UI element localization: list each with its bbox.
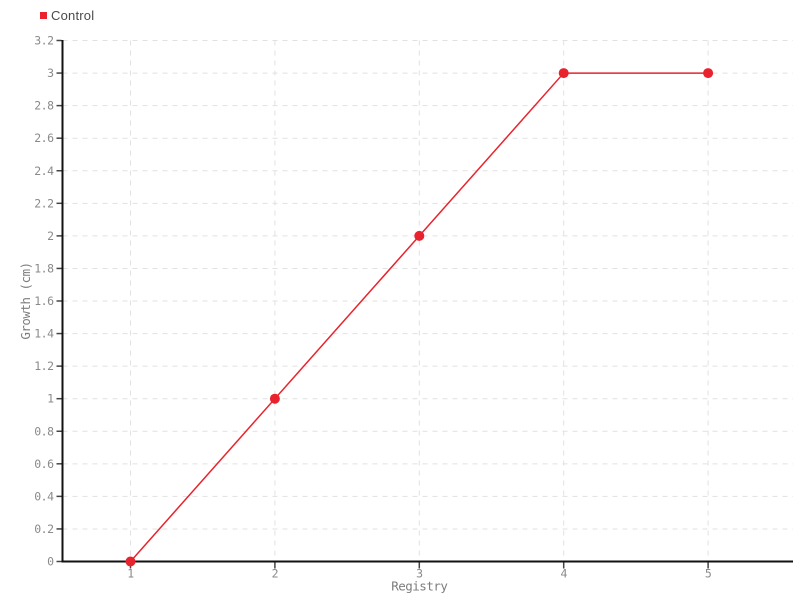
legend-label-control: Control <box>51 8 95 23</box>
y-axis-title: Growth (cm) <box>18 262 33 339</box>
y-tick-label: 0.6 <box>34 457 54 471</box>
y-tick-label: 2.8 <box>34 99 54 113</box>
y-tick-label: 2.4 <box>34 164 54 178</box>
y-tick-label: 2.6 <box>34 131 54 145</box>
y-tick-label: 2.2 <box>34 196 53 210</box>
y-tick-label: 2 <box>47 229 53 243</box>
legend[interactable]: Control <box>40 8 94 23</box>
data-point[interactable] <box>269 393 280 404</box>
x-axis-title: Registry <box>391 579 448 594</box>
y-tick-label: 3 <box>47 66 54 80</box>
y-tick-label: 3.2 <box>34 34 53 48</box>
y-tick-label: 1.8 <box>34 261 54 275</box>
x-tick-label: 2 <box>272 567 278 581</box>
y-tick-label: 1 <box>47 392 54 406</box>
series-line-control <box>129 72 709 562</box>
x-tick-label: 1 <box>127 567 134 581</box>
y-tick-label: 1.4 <box>34 327 54 341</box>
y-tick-label: 0.4 <box>34 489 54 503</box>
data-point[interactable] <box>558 68 569 79</box>
x-tick-label: 3 <box>416 567 423 581</box>
y-tick-label: 1.2 <box>34 359 53 373</box>
legend-swatch-control <box>40 12 47 19</box>
x-tick-label: 5 <box>705 567 711 581</box>
y-tick-label: 1.6 <box>34 294 54 308</box>
y-tick-label: 0 <box>47 555 54 569</box>
y-tick-label: 0.2 <box>34 522 53 536</box>
data-point[interactable] <box>414 230 425 241</box>
data-point[interactable] <box>125 556 136 567</box>
y-tick-label: 0.8 <box>34 424 54 438</box>
x-tick-label: 4 <box>560 567 567 581</box>
data-point[interactable] <box>703 68 714 79</box>
